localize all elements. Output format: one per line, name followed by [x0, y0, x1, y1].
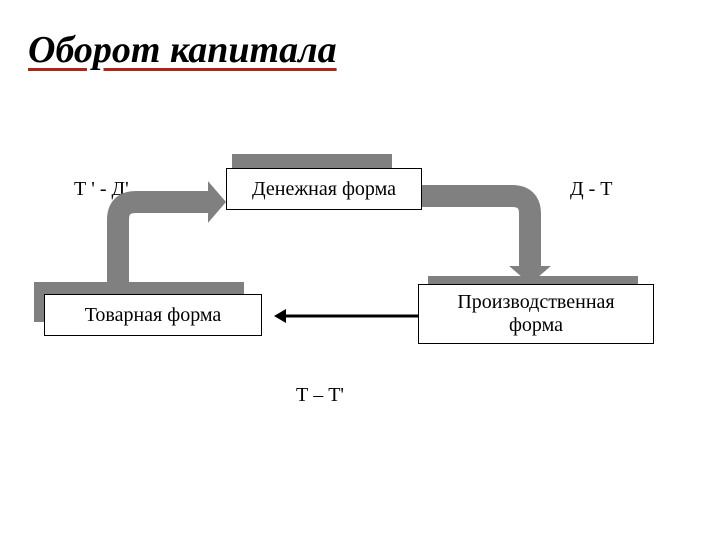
arrow-commodity-to-money [78, 162, 266, 334]
money-form-label: Денежная форма [252, 178, 396, 201]
label-dt: Д - Т [570, 178, 613, 201]
page-title: Оборот капитала [28, 28, 337, 72]
arrow-production-to-commodity [254, 296, 438, 336]
label-tt: Т – Т' [296, 384, 344, 407]
